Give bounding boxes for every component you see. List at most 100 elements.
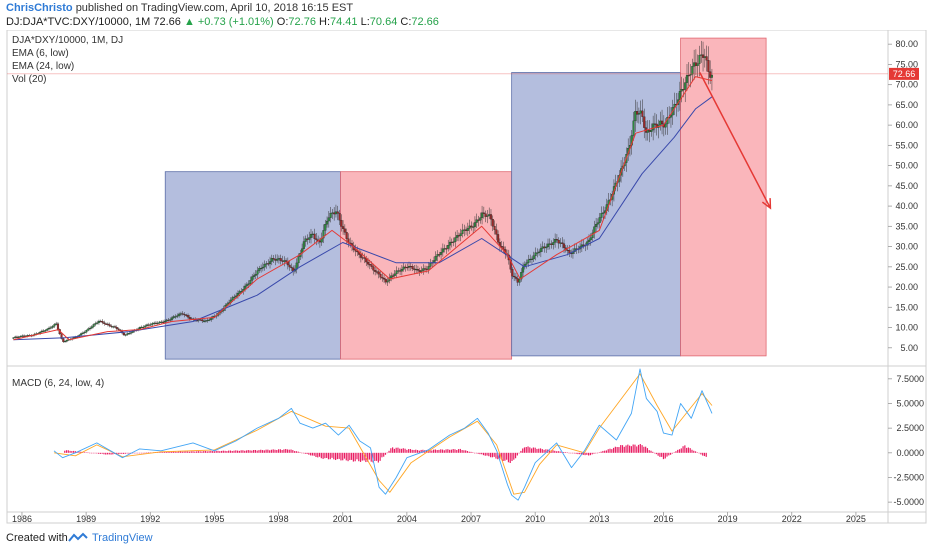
histogram-bar xyxy=(165,451,167,453)
histogram-bar xyxy=(188,451,191,453)
candle-body xyxy=(42,330,45,332)
histogram-bar xyxy=(338,452,340,459)
candle-body xyxy=(513,275,516,278)
histogram-bar xyxy=(507,452,510,463)
x-tick-label: 2010 xyxy=(525,514,545,524)
histogram-bar xyxy=(618,447,620,453)
histogram-bar xyxy=(440,449,442,453)
x-tick-label: 2007 xyxy=(461,514,481,524)
candle-body xyxy=(88,327,92,330)
candle-body xyxy=(568,250,571,254)
histogram-bar xyxy=(584,452,586,456)
legend-macd[interactable]: MACD (6, 24, low, 4) xyxy=(12,378,104,389)
histogram-bar xyxy=(253,450,255,453)
histogram-bar xyxy=(625,445,627,453)
macd-y-tick-label: 2.5000 xyxy=(896,423,924,433)
histogram-bar xyxy=(433,449,435,453)
legend-ema-slow[interactable]: EMA (24, low) xyxy=(12,61,74,72)
histogram-bar xyxy=(119,452,121,454)
histogram-bar xyxy=(256,450,258,453)
histogram-bar xyxy=(67,450,69,453)
footer: Created with TradingView xyxy=(0,527,932,550)
candle-body xyxy=(62,338,65,342)
histogram-bar xyxy=(285,448,287,453)
ema-slow-line xyxy=(13,96,713,341)
candle-body xyxy=(277,258,280,260)
candle-body xyxy=(140,326,143,329)
histogram-bar xyxy=(670,452,672,455)
histogram-bar xyxy=(354,452,356,462)
histogram-bar xyxy=(516,452,518,456)
histogram-bar xyxy=(609,448,611,453)
candle-body xyxy=(156,322,159,324)
histogram-bar xyxy=(673,452,675,453)
candle-body xyxy=(329,213,332,218)
histogram-bar xyxy=(586,452,588,455)
candle-body xyxy=(602,212,605,214)
histogram-bar xyxy=(668,452,670,456)
candle-body xyxy=(691,66,694,75)
author-link[interactable]: ChrisChristo xyxy=(6,2,73,14)
candle-body xyxy=(14,336,17,338)
candle-body xyxy=(694,62,697,66)
histogram-bar xyxy=(260,449,262,453)
macd-y-tick-label: 5.0000 xyxy=(896,398,924,408)
candle-body xyxy=(245,284,248,287)
histogram-bar xyxy=(648,450,650,453)
histogram-bar xyxy=(454,449,456,453)
candle-body xyxy=(261,266,264,269)
high-value: 74.41 xyxy=(330,16,358,28)
macd-y-tick-label: -2.5000 xyxy=(893,472,924,482)
candle-body xyxy=(290,266,293,269)
histogram-bar xyxy=(666,452,668,457)
candle-body xyxy=(456,235,459,238)
candle-body xyxy=(172,316,175,318)
candle-body xyxy=(338,213,341,221)
candle-body xyxy=(377,271,380,275)
price-pane xyxy=(12,40,772,343)
histogram-bar xyxy=(265,449,267,453)
candle-body xyxy=(477,219,480,221)
candle-body xyxy=(539,248,542,253)
candle-body xyxy=(249,280,252,284)
tradingview-link[interactable]: TradingView xyxy=(92,532,153,544)
price-change: ▲ +0.73 (+1.01%) xyxy=(183,16,274,28)
histogram-bar xyxy=(580,452,583,455)
candle-body xyxy=(154,322,158,324)
candle-body xyxy=(502,246,505,250)
y-tick-label: 70.00 xyxy=(895,80,918,90)
histogram-bar xyxy=(247,450,249,453)
highlight-box-1 xyxy=(164,171,341,360)
histogram-bar xyxy=(484,452,486,456)
histogram-bar xyxy=(236,450,239,453)
histogram-bar xyxy=(468,451,470,453)
last-price: 72.66 xyxy=(153,16,181,28)
histogram-bar xyxy=(74,451,77,453)
histogram-bar xyxy=(358,452,360,462)
legend-ema-fast[interactable]: EMA (6, low) xyxy=(12,48,69,59)
histogram-bar xyxy=(179,451,182,453)
histogram-bar xyxy=(509,452,511,464)
histogram-bar xyxy=(564,452,567,453)
candle-body xyxy=(306,238,309,240)
legend-volume[interactable]: Vol (20) xyxy=(12,74,46,85)
candle-body xyxy=(440,252,443,255)
candle-body xyxy=(550,243,553,245)
candle-body xyxy=(256,270,259,275)
histogram-bar xyxy=(700,452,702,455)
histogram-bar xyxy=(326,452,328,458)
candle-body xyxy=(374,270,377,272)
candle-body xyxy=(386,280,389,283)
candle-body xyxy=(416,269,419,271)
histogram-bar xyxy=(356,452,358,460)
histogram-bar xyxy=(226,451,228,453)
histogram-bar xyxy=(643,446,645,453)
histogram-bar xyxy=(475,452,477,454)
legend-symbol[interactable]: DJA*DXY/10000, 1M, DJ xyxy=(12,35,123,46)
histogram-bar xyxy=(324,452,326,459)
chart-canvas[interactable]: 1986 1989 1992 1995 1998 2001 2004 2007 2010 2013… xyxy=(0,30,932,527)
candle-body xyxy=(324,223,327,231)
candle-body xyxy=(309,233,313,238)
candle-body xyxy=(375,271,378,273)
histogram-bar xyxy=(548,450,551,453)
